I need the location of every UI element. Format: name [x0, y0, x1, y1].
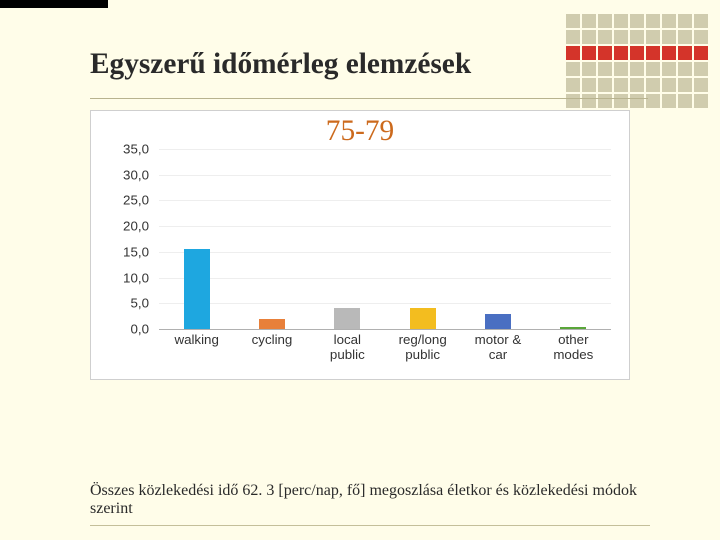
corner-grid-cell — [678, 62, 692, 76]
chart-baseline — [159, 329, 611, 330]
corner-grid-cell — [662, 14, 676, 28]
bar-slot — [536, 149, 611, 329]
y-axis-ticks: 0,05,010,015,020,025,030,035,0 — [115, 149, 155, 329]
chart-plot-area — [159, 149, 611, 329]
corner-grid-cell — [694, 62, 708, 76]
corner-grid-cell — [678, 78, 692, 92]
y-tick-label: 10,0 — [109, 270, 149, 285]
corner-grid-cell — [678, 46, 692, 60]
x-tick-label: cycling — [234, 333, 309, 348]
corner-grid-cell — [662, 94, 676, 108]
corner-grid-cell — [694, 78, 708, 92]
bar-slot — [385, 149, 460, 329]
corner-grid-cell — [662, 78, 676, 92]
x-tick-label: walking — [159, 333, 234, 348]
corner-grid-cell — [694, 46, 708, 60]
top-black-bar — [0, 0, 108, 8]
corner-decoration-grid — [566, 14, 708, 108]
chart-container: 75-79 0,05,010,015,020,025,030,035,0 wal… — [90, 110, 630, 380]
page-title: Egyszerű időmérleg elemzések — [90, 48, 471, 81]
y-tick-label: 20,0 — [109, 219, 149, 234]
corner-grid-cell — [646, 94, 660, 108]
corner-grid-cell — [614, 30, 628, 44]
corner-grid-cell — [582, 78, 596, 92]
heading-divider — [90, 98, 648, 99]
x-axis-labels: walkingcyclinglocal publicreg/long publi… — [159, 333, 611, 373]
y-tick-label: 5,0 — [109, 296, 149, 311]
x-tick-label: motor & car — [460, 333, 535, 362]
footer-caption: Összes közlekedési idő 62. 3 [perc/nap, … — [90, 482, 650, 518]
y-tick-label: 0,0 — [109, 322, 149, 337]
y-tick-label: 15,0 — [109, 244, 149, 259]
bar-slot — [310, 149, 385, 329]
corner-grid-cell — [566, 30, 580, 44]
y-tick-label: 30,0 — [109, 167, 149, 182]
corner-grid-cell — [566, 14, 580, 28]
slide-root: Egyszerű időmérleg elemzések 75-79 0,05,… — [0, 0, 720, 540]
footer-divider — [90, 525, 650, 526]
corner-grid-cell — [678, 14, 692, 28]
corner-grid-cell — [614, 78, 628, 92]
corner-grid-cell — [598, 62, 612, 76]
corner-grid-cell — [646, 46, 660, 60]
bar-slot — [159, 149, 234, 329]
corner-grid-cell — [678, 94, 692, 108]
y-tick-label: 25,0 — [109, 193, 149, 208]
corner-grid-cell — [582, 46, 596, 60]
corner-grid-cell — [630, 30, 644, 44]
corner-grid-cell — [566, 46, 580, 60]
corner-grid-cell — [662, 62, 676, 76]
corner-grid-cell — [566, 78, 580, 92]
x-tick-label: other modes — [536, 333, 611, 362]
bar — [410, 308, 436, 329]
corner-grid-cell — [694, 30, 708, 44]
corner-grid-cell — [662, 46, 676, 60]
bar — [334, 308, 360, 329]
corner-grid-cell — [646, 30, 660, 44]
corner-grid-cell — [598, 30, 612, 44]
bar — [485, 314, 511, 329]
bar-slot — [234, 149, 309, 329]
corner-grid-cell — [694, 94, 708, 108]
corner-grid-cell — [598, 94, 612, 108]
corner-grid-cell — [614, 94, 628, 108]
bar — [259, 319, 285, 329]
corner-grid-cell — [630, 94, 644, 108]
corner-grid-cell — [566, 94, 580, 108]
corner-grid-cell — [582, 94, 596, 108]
corner-grid-cell — [582, 30, 596, 44]
y-tick-label: 35,0 — [109, 142, 149, 157]
x-tick-label: reg/long public — [385, 333, 460, 362]
corner-grid-cell — [646, 78, 660, 92]
corner-grid-cell — [678, 30, 692, 44]
corner-grid-cell — [598, 46, 612, 60]
corner-grid-cell — [646, 62, 660, 76]
bar — [184, 249, 210, 329]
x-tick-label: local public — [310, 333, 385, 362]
corner-grid-cell — [614, 46, 628, 60]
corner-grid-cell — [598, 78, 612, 92]
corner-grid-cell — [566, 62, 580, 76]
corner-grid-cell — [646, 14, 660, 28]
chart-bars — [159, 149, 611, 329]
corner-grid-cell — [662, 30, 676, 44]
corner-grid-cell — [614, 62, 628, 76]
corner-grid-cell — [598, 14, 612, 28]
corner-grid-cell — [630, 14, 644, 28]
chart-title: 75-79 — [91, 111, 629, 148]
corner-grid-cell — [582, 14, 596, 28]
bar-slot — [460, 149, 535, 329]
corner-grid-cell — [582, 62, 596, 76]
corner-grid-cell — [630, 78, 644, 92]
corner-grid-cell — [630, 62, 644, 76]
corner-grid-cell — [614, 14, 628, 28]
corner-grid-cell — [630, 46, 644, 60]
corner-grid-cell — [694, 14, 708, 28]
